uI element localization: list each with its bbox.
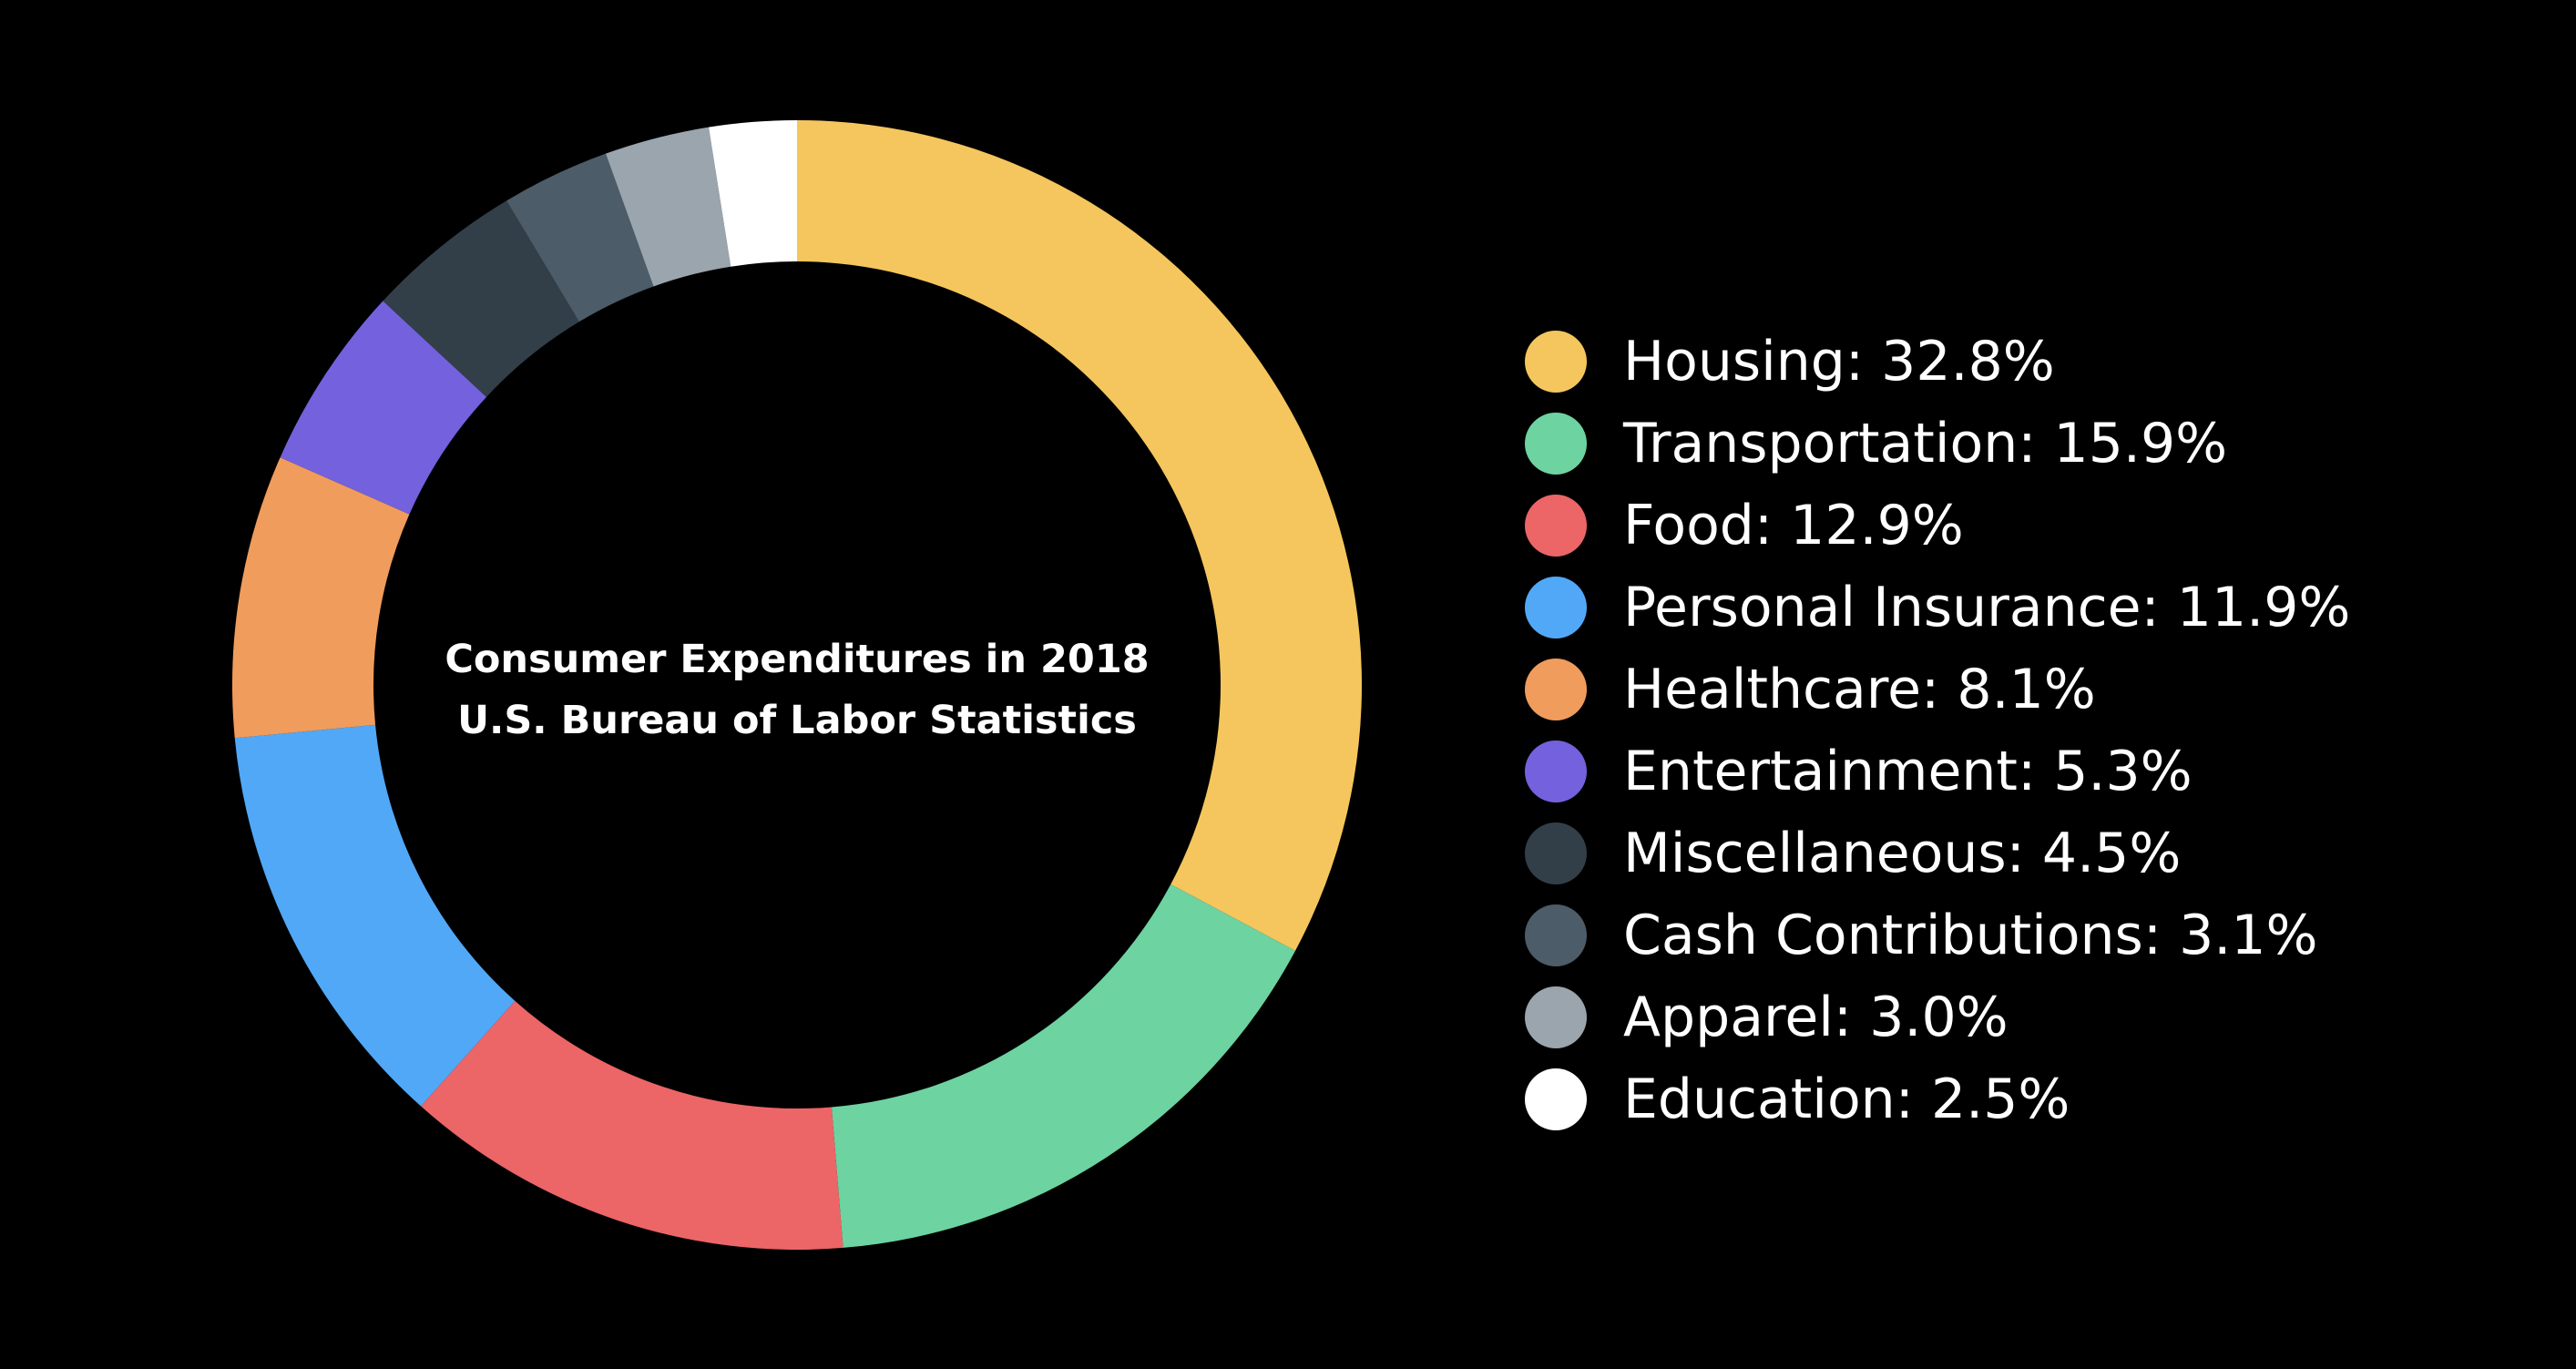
slice-education xyxy=(709,120,797,267)
legend-swatch xyxy=(1525,822,1587,884)
slice-entertainment xyxy=(280,301,487,515)
chart-legend: Housing: 32.8% Transportation: 15.9% Food:… xyxy=(1525,321,2436,1140)
legend-item-food: Food: 12.9% xyxy=(1525,485,2436,567)
slice-food xyxy=(421,1000,843,1250)
slice-healthcare xyxy=(232,457,410,739)
legend-item-personal-insurance: Personal Insurance: 11.9% xyxy=(1525,567,2436,649)
legend-swatch xyxy=(1525,413,1587,475)
legend-swatch xyxy=(1525,741,1587,802)
legend-label: Food: 12.9% xyxy=(1623,494,1964,557)
legend-label: Entertainment: 5.3% xyxy=(1623,740,2193,803)
legend-item-healthcare: Healthcare: 8.1% xyxy=(1525,649,2436,730)
chart-title-line-2: U.S. Bureau of Labor Statistics xyxy=(457,698,1137,743)
legend-item-transportation: Transportation: 15.9% xyxy=(1525,403,2436,485)
legend-label: Education: 2.5% xyxy=(1623,1068,2070,1131)
legend-swatch xyxy=(1525,1068,1587,1130)
legend-swatch xyxy=(1525,659,1587,720)
legend-item-education: Education: 2.5% xyxy=(1525,1058,2436,1140)
legend-swatch xyxy=(1525,904,1587,966)
legend-label: Healthcare: 8.1% xyxy=(1623,658,2096,721)
chart-title-line-1: Consumer Expenditures in 2018 xyxy=(445,637,1149,682)
slice-apparel xyxy=(605,127,731,287)
legend-label: Miscellaneous: 4.5% xyxy=(1623,822,2182,885)
slice-housing xyxy=(797,120,1362,951)
legend-item-housing: Housing: 32.8% xyxy=(1525,321,2436,403)
slice-personal-insurance xyxy=(234,724,516,1107)
legend-swatch xyxy=(1525,986,1587,1048)
legend-swatch xyxy=(1525,495,1587,557)
legend-label: Housing: 32.8% xyxy=(1623,330,2055,393)
slice-miscellaneous xyxy=(383,200,579,397)
legend-item-apparel: Apparel: 3.0% xyxy=(1525,976,2436,1058)
legend-swatch xyxy=(1525,577,1587,639)
legend-label: Cash Contributions: 3.1% xyxy=(1623,904,2318,967)
legend-item-cash-contributions: Cash Contributions: 3.1% xyxy=(1525,894,2436,976)
legend-swatch xyxy=(1525,331,1587,393)
slice-transportation xyxy=(831,884,1296,1248)
legend-label: Transportation: 15.9% xyxy=(1623,412,2228,475)
legend-item-entertainment: Entertainment: 5.3% xyxy=(1525,730,2436,812)
slice-cash-contributions xyxy=(506,153,654,322)
legend-label: Apparel: 3.0% xyxy=(1623,986,2009,1049)
legend-item-miscellaneous: Miscellaneous: 4.5% xyxy=(1525,812,2436,894)
donut-slices xyxy=(232,120,1362,1250)
legend-label: Personal Insurance: 11.9% xyxy=(1623,576,2351,639)
